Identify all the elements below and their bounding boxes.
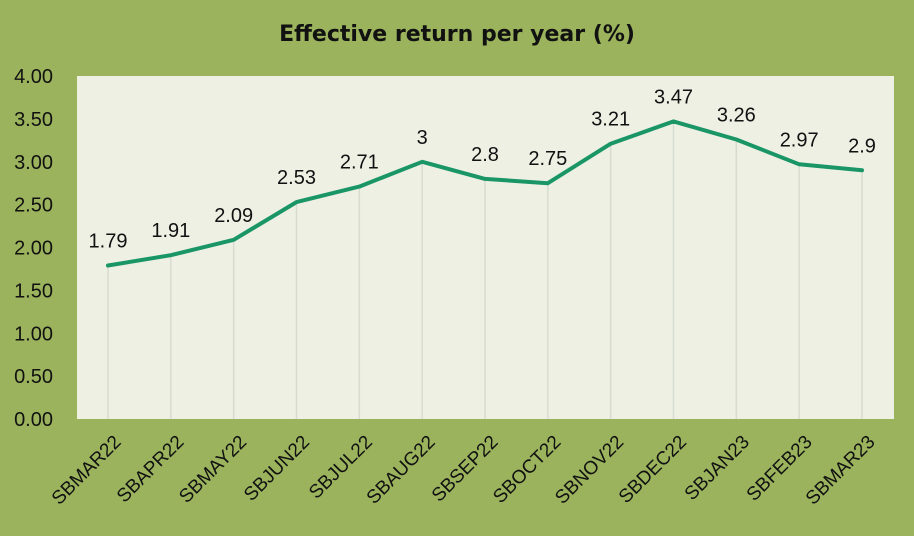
x-tick-label: SBAUG22 xyxy=(363,432,440,509)
data-labels: 1.79 1.91 2.09 2.53 2.71 3 2.8 2.75 3.21 3.47 3.26… xyxy=(89,86,876,266)
data-label: 3 xyxy=(417,127,428,149)
y-tick-label: 3.00 xyxy=(14,152,53,174)
y-axis: 0.00 0.50 1.00 1.50 2.00 2.50 3.00 3.50 4.00 xyxy=(14,66,53,431)
y-tick-label: 1.00 xyxy=(14,323,53,345)
chart-title: Effective return per year (%) xyxy=(279,22,635,47)
y-tick-label: 0.00 xyxy=(14,409,53,431)
data-label: 2.8 xyxy=(471,144,499,166)
data-label: 1.79 xyxy=(89,231,128,253)
x-tick-label: SBJAN23 xyxy=(681,432,754,505)
y-tick-label: 2.00 xyxy=(14,238,53,260)
y-tick-label: 4.00 xyxy=(14,66,53,88)
x-tick-label: SBJUN22 xyxy=(240,432,314,506)
y-tick-label: 3.50 xyxy=(14,109,53,131)
data-label: 2.09 xyxy=(214,205,253,227)
data-label: 2.53 xyxy=(277,167,316,189)
data-label: 3.47 xyxy=(654,86,693,108)
data-label: 3.21 xyxy=(591,109,630,131)
y-tick-label: 1.50 xyxy=(14,280,53,302)
y-tick-label: 2.50 xyxy=(14,195,53,217)
data-label: 3.26 xyxy=(717,104,756,126)
x-tick-label: SBMAY22 xyxy=(175,432,251,508)
data-label: 2.75 xyxy=(528,148,567,170)
x-axis: SBMAR22SBAPR22SBMAY22SBJUN22SBJUL22SBAUG… xyxy=(48,432,880,510)
x-tick-label: SBNOV22 xyxy=(551,432,628,509)
data-label: 1.91 xyxy=(151,220,190,242)
x-tick-label: SBMAR22 xyxy=(48,432,126,510)
data-label: 2.97 xyxy=(780,129,819,151)
y-tick-label: 0.50 xyxy=(14,366,53,388)
data-label: 2.9 xyxy=(848,135,876,157)
x-tick-label: SBMAR23 xyxy=(802,432,880,510)
data-label: 2.71 xyxy=(340,152,379,174)
x-tick-label: SBDEC22 xyxy=(615,432,691,508)
drop-lines xyxy=(107,121,863,419)
